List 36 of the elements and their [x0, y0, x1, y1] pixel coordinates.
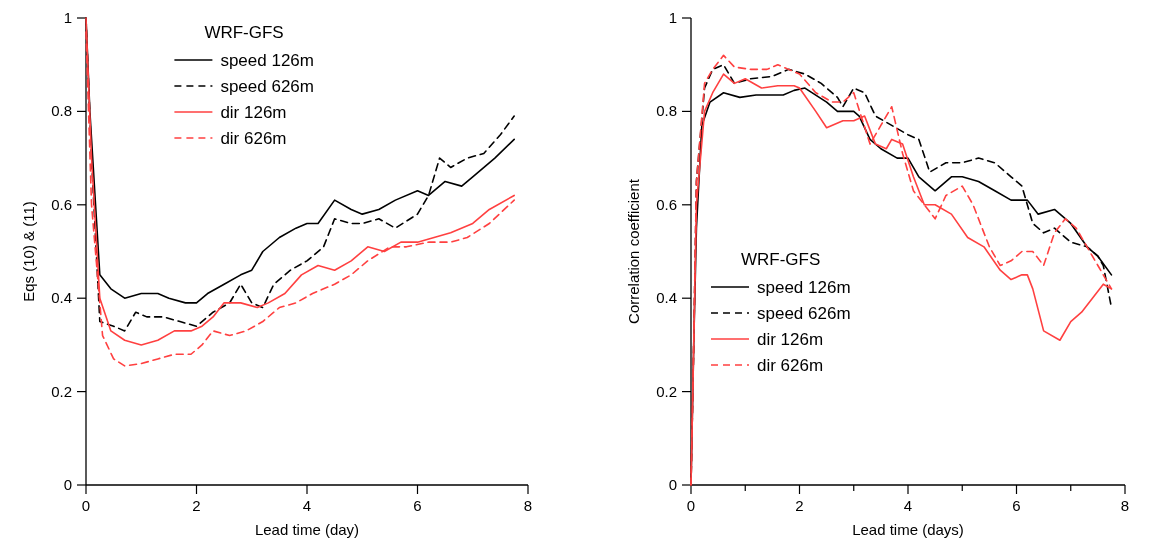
y-tick-label: 0.6: [51, 195, 72, 213]
x-tick-label: 4: [302, 497, 312, 514]
legend-label: speed 626m: [757, 304, 851, 323]
x-tick-label: 6: [1012, 497, 1021, 514]
y-tick-label: 0: [668, 476, 677, 493]
x-axis-title: Lead time (day): [254, 521, 360, 538]
legend-label: dir 126m: [757, 330, 824, 349]
legend-label: speed 126m: [757, 278, 851, 297]
y-tick-label: 0.2: [51, 382, 72, 400]
y-tick-label: 0: [63, 476, 72, 493]
legend-label: dir 626m: [757, 356, 824, 375]
y-tick-label: 0.2: [656, 382, 677, 400]
x-tick-label: 4: [903, 497, 913, 514]
y-axis-title: Eqs (10) & (11): [20, 201, 37, 302]
x-tick-label: 2: [192, 497, 201, 514]
y-tick-label: 1: [63, 9, 72, 26]
legend-label: speed 126m: [220, 51, 314, 70]
y-tick-label: 0.8: [51, 102, 72, 120]
x-tick-label: 0: [81, 497, 91, 514]
x-tick-label: 0: [686, 497, 696, 514]
legend-label: dir 126m: [220, 103, 287, 122]
y-tick-label: 0.4: [51, 289, 72, 307]
y-tick-label: 0.8: [656, 102, 677, 120]
y-tick-label: 1: [668, 9, 677, 26]
x-tick-label: 8: [523, 497, 533, 514]
legend-title: WRF-GFS: [741, 250, 821, 269]
y-tick-label: 0.6: [656, 195, 677, 213]
y-tick-label: 0.4: [656, 289, 677, 307]
legend-title: WRF-GFS: [204, 23, 284, 42]
legend-label: dir 626m: [220, 129, 287, 148]
x-tick-label: 6: [413, 497, 422, 514]
legend-label: speed 626m: [220, 77, 314, 96]
y-axis-title: Correlation coefficient: [625, 178, 642, 324]
x-tick-label: 2: [795, 497, 804, 514]
x-tick-label: 8: [1120, 497, 1130, 514]
x-axis-title: Lead time (days): [852, 521, 964, 538]
